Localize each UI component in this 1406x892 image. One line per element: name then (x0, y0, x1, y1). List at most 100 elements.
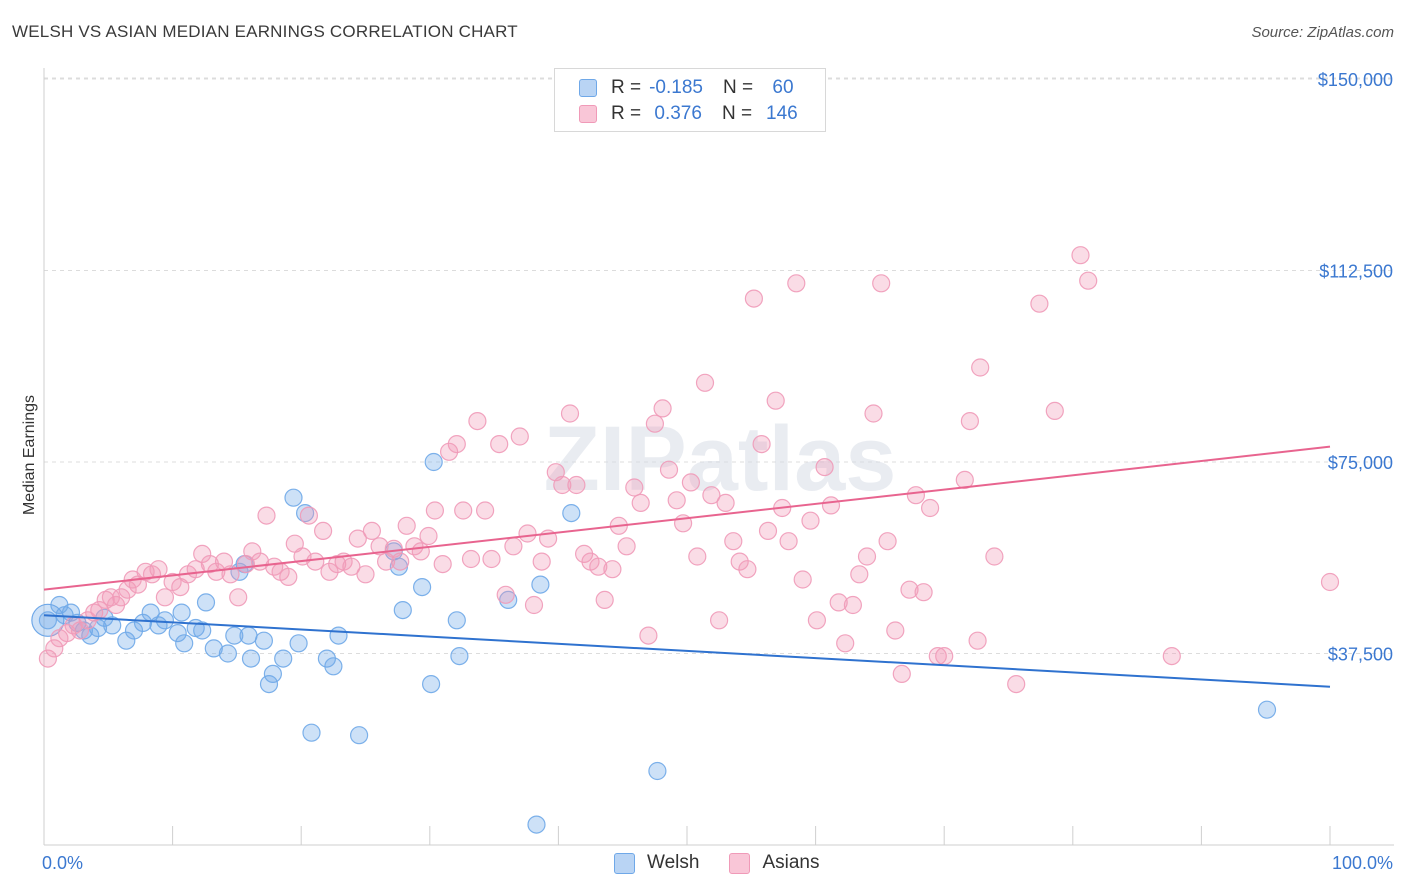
asians-point (914, 583, 933, 602)
welsh-point (204, 639, 223, 658)
y-tick-label: $112,500 (1319, 262, 1393, 282)
asians-point (801, 511, 820, 530)
welsh-point (289, 634, 308, 653)
asians-point (320, 562, 339, 581)
asians-swatch (729, 852, 751, 874)
series-legend: Welsh Asians (614, 852, 849, 874)
trend-lines (43, 445, 1331, 688)
asians-point (149, 560, 168, 579)
welsh-point (1257, 700, 1277, 719)
asians-point (553, 475, 572, 495)
welsh-point (117, 631, 136, 650)
y-tick-label: $75,000 (1328, 453, 1393, 473)
asians-point (738, 560, 757, 579)
asians-point (461, 549, 481, 569)
welsh-point (284, 488, 303, 507)
welsh-point (254, 631, 273, 650)
asians-point (1007, 674, 1026, 694)
asians-point (960, 412, 980, 431)
asians-point (397, 516, 416, 535)
welsh-point (393, 600, 412, 620)
welsh-point (274, 649, 293, 668)
asians-point (900, 580, 919, 599)
y-tick-label: $150,000 (1318, 70, 1393, 90)
asians-point (617, 537, 636, 556)
asians-point (864, 404, 883, 423)
asians-point (766, 391, 785, 410)
welsh-point (175, 634, 194, 653)
asians-point (724, 532, 743, 551)
asians-point (906, 486, 926, 505)
y-tick-label: $37,500 (1328, 645, 1393, 665)
welsh-point (648, 761, 667, 781)
welsh-point (447, 611, 466, 630)
welsh-point (527, 815, 546, 834)
asians-point (342, 557, 361, 576)
asians-trend-line (43, 445, 1331, 591)
asians-point (829, 593, 848, 612)
asians-point (482, 549, 501, 569)
asians-point (419, 526, 438, 546)
asians-point (496, 585, 515, 604)
asians-point (468, 412, 487, 431)
welsh-point (263, 664, 282, 684)
asians-point (920, 498, 940, 518)
asians-point (843, 595, 863, 615)
welsh-point (239, 626, 258, 645)
asians-point (645, 414, 665, 433)
asians-point (1320, 572, 1340, 592)
y-axis-label: Median Earnings (21, 395, 38, 515)
x-tick-label: 100.0% (1332, 853, 1393, 873)
welsh-swatch (579, 79, 597, 97)
asians-point (985, 547, 1004, 566)
asians-point (155, 588, 174, 607)
asians-point (299, 506, 318, 525)
asians-point (857, 547, 877, 566)
asians-point (625, 478, 644, 497)
asians-point (370, 537, 389, 556)
asians-point (524, 595, 544, 615)
n-label: N = (722, 77, 754, 98)
asians-point (815, 458, 834, 477)
asians-point (362, 521, 381, 541)
legend-label-asians: Asians (762, 852, 820, 873)
asians-point (348, 529, 367, 548)
legend-item-asians: Asians (729, 852, 819, 874)
asians-point (787, 274, 806, 293)
n-label: N = (721, 103, 753, 124)
welsh-trend-line (43, 614, 1331, 688)
asians-point (193, 544, 212, 564)
asians-point (567, 475, 586, 495)
welsh-point (193, 621, 212, 640)
asians-point (411, 542, 430, 561)
welsh-point (329, 626, 348, 645)
asians-point (955, 470, 974, 489)
y-tick-labels: $37,500 $75,000 $112,500 $150,000 (1318, 70, 1393, 665)
asians-point (709, 611, 729, 630)
asians-point (730, 552, 749, 571)
welsh-point (424, 452, 443, 472)
welsh-point (196, 593, 216, 612)
asians-point (112, 588, 131, 607)
asians-point (935, 646, 954, 666)
welsh-point (350, 726, 369, 745)
x-tick-labels: 0.0% 100.0% (42, 853, 1393, 873)
asians-point (779, 532, 798, 551)
n-value: 60 (767, 77, 794, 98)
welsh-point (302, 723, 321, 742)
axes (43, 68, 1394, 846)
asians-point (510, 427, 529, 446)
welsh-point (225, 626, 244, 645)
n-value: 146 (766, 103, 798, 124)
asians-point (314, 521, 333, 541)
welsh-point (31, 603, 65, 637)
asians-point (476, 501, 495, 520)
asians-point (504, 537, 523, 556)
asians-point (454, 501, 473, 520)
welsh-point (172, 603, 191, 622)
welsh-point (103, 616, 122, 635)
asians-point (1045, 401, 1064, 420)
asians-point (744, 289, 764, 308)
asians-point (560, 404, 580, 423)
